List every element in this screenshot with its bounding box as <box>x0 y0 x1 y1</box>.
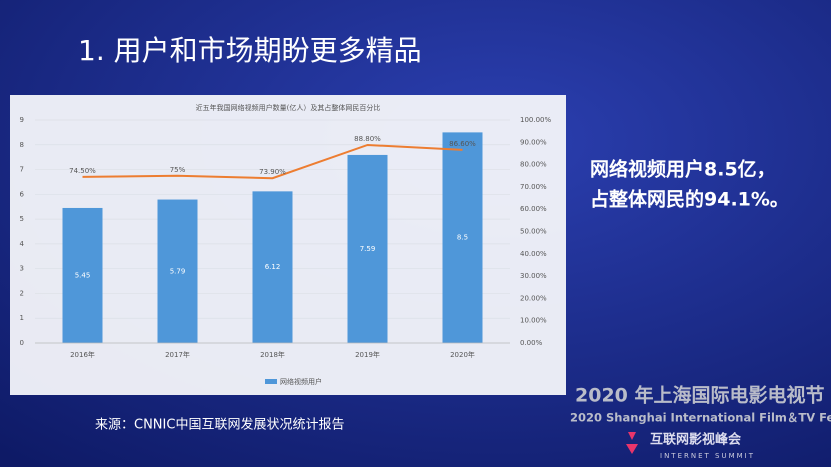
chart-title: 近五年我国网络视频用户数量(亿人）及其占整体网民百分比 <box>196 103 381 112</box>
y2-tick-label: 30.00% <box>520 272 547 280</box>
summit-en: INTERNET SUMMIT <box>660 452 755 460</box>
y2-tick-label: 90.00% <box>520 138 547 146</box>
y-tick-label: 2 <box>20 289 24 297</box>
bar <box>442 132 483 343</box>
x-tick-label: 2016年 <box>70 350 95 359</box>
y-tick-label: 9 <box>20 116 24 124</box>
source-note: 来源：CNNIC中国互联网发展状况统计报告 <box>95 417 344 433</box>
line-label: 74.50% <box>69 167 96 175</box>
y2-tick-label: 0.00% <box>520 339 543 347</box>
y2-tick-label: 80.00% <box>520 161 547 169</box>
slide-title: 1. 用户和市场期盼更多精品 <box>78 34 422 67</box>
festival-en: 2020 Shanghai International Film＆TV Fest… <box>570 411 831 425</box>
bar-label: 5.79 <box>170 267 186 275</box>
bar <box>62 207 103 343</box>
summit-logo <box>626 432 638 454</box>
legend-swatch <box>265 379 277 384</box>
x-tick-label: 2017年 <box>165 350 190 359</box>
y-tick-label: 5 <box>20 215 24 223</box>
bar <box>347 154 388 343</box>
y2-tick-label: 60.00% <box>520 205 547 213</box>
x-tick-label: 2019年 <box>355 350 380 359</box>
y2-tick-label: 10.00% <box>520 317 547 325</box>
y2-tick-label: 40.00% <box>520 250 547 258</box>
side-text: 占整体网民的94.1%。 <box>590 188 789 211</box>
line-label: 73.90% <box>259 168 286 176</box>
line <box>82 143 463 180</box>
line-label: 88.80% <box>354 135 381 143</box>
y-tick-label: 7 <box>20 166 24 174</box>
festival-cn: 2020 年上海国际电影电视节 <box>575 384 825 407</box>
bar-label: 8.5 <box>457 234 468 242</box>
side-text: 网络视频用户8.5亿， <box>590 158 776 181</box>
y2-tick-label: 50.00% <box>520 228 547 236</box>
y-tick-label: 0 <box>20 339 24 347</box>
bar-label: 6.12 <box>265 263 281 271</box>
line-label: 75% <box>170 166 186 174</box>
y-tick-label: 3 <box>20 265 24 273</box>
bar <box>252 191 293 343</box>
y-tick-label: 1 <box>20 314 24 322</box>
y2-tick-label: 70.00% <box>520 183 547 191</box>
y-tick-label: 6 <box>20 190 25 198</box>
x-tick-label: 2020年 <box>450 350 475 359</box>
legend-label: 网络视频用户 <box>280 377 322 386</box>
bar-label: 7.59 <box>360 245 376 253</box>
summit-cn: 互联网影视峰会 <box>650 432 742 448</box>
bar <box>157 199 198 343</box>
line-label: 86.60% <box>449 140 476 148</box>
y-tick-label: 4 <box>20 240 25 248</box>
y2-tick-label: 100.00% <box>520 116 551 124</box>
y2-tick-label: 20.00% <box>520 294 547 302</box>
y-tick-label: 8 <box>20 141 24 149</box>
x-tick-label: 2018年 <box>260 350 285 359</box>
bar-label: 5.45 <box>75 271 91 279</box>
